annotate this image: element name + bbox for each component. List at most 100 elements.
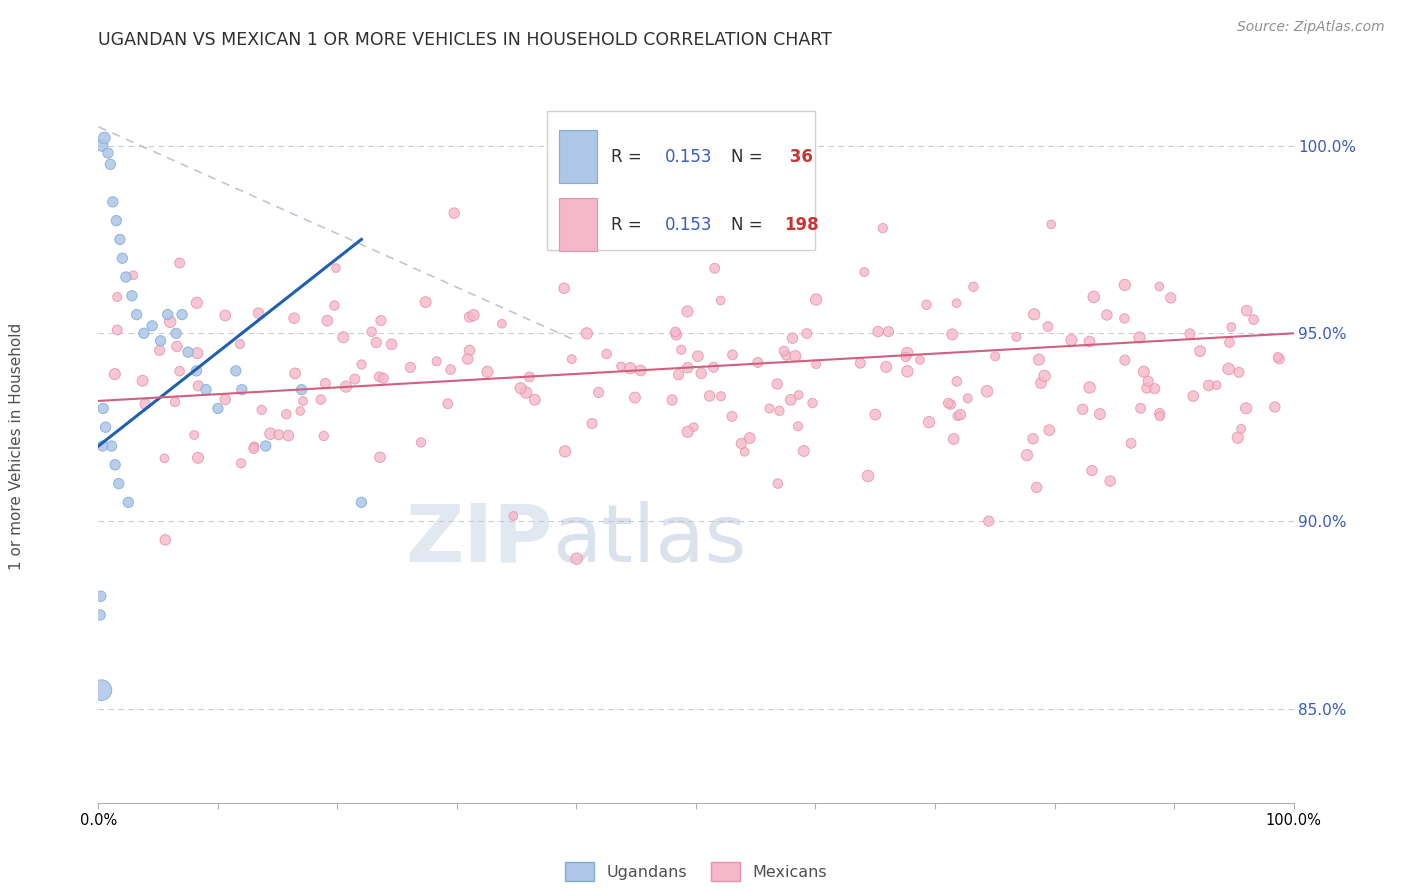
Point (773, 344, 796, 359)
Point (941, 327, 963, 342)
Point (214, 392, 236, 407)
Point (105, 323, 128, 337)
Text: Source: ZipAtlas.com: Source: ZipAtlas.com (1237, 20, 1385, 34)
Point (172, 308, 194, 322)
Point (699, 389, 721, 403)
Point (207, 401, 229, 416)
Point (630, 363, 652, 377)
Point (1149, 279, 1171, 293)
Point (350, 495, 373, 509)
Point (1083, 290, 1105, 304)
Point (312, 429, 335, 443)
Point (1015, 448, 1038, 462)
Point (343, 372, 366, 386)
Point (1218, 362, 1240, 376)
Point (949, 408, 972, 422)
Point (581, 417, 603, 431)
Point (457, 351, 479, 366)
Point (785, 349, 807, 363)
Point (690, 367, 713, 381)
Point (1078, 380, 1101, 394)
Point (793, 444, 815, 458)
Point (676, 304, 699, 318)
Point (1243, 312, 1265, 326)
Point (1060, 333, 1083, 347)
Point (125, 308, 148, 322)
Point (153, 451, 176, 466)
Text: 1 or more Vehicles in Household: 1 or more Vehicles in Household (10, 322, 24, 570)
Point (292, 394, 315, 409)
Point (323, 299, 346, 313)
Point (946, 409, 969, 424)
Point (91, 138, 114, 153)
Point (156, 308, 179, 322)
Point (918, 415, 941, 429)
Point (360, 325, 382, 339)
Point (463, 308, 485, 322)
Point (250, 402, 273, 417)
Point (849, 356, 872, 370)
Point (1149, 407, 1171, 421)
Point (804, 357, 827, 371)
Point (149, 334, 172, 348)
Point (945, 296, 967, 310)
Point (703, 261, 725, 276)
Point (671, 343, 693, 357)
Point (229, 337, 252, 351)
Point (939, 398, 962, 412)
Point (676, 425, 699, 439)
Point (782, 331, 804, 345)
Point (1267, 350, 1289, 364)
Point (91, 439, 114, 453)
Point (111, 251, 134, 265)
Point (89, 607, 111, 622)
Point (166, 339, 188, 353)
Point (665, 327, 688, 342)
Point (1128, 330, 1150, 344)
Point (977, 514, 1000, 528)
Point (368, 369, 391, 384)
Point (768, 404, 790, 418)
Point (1028, 352, 1050, 367)
Text: 198: 198 (785, 216, 820, 234)
Point (1114, 311, 1136, 326)
Point (775, 349, 797, 363)
Point (915, 298, 938, 312)
Point (1160, 291, 1182, 305)
Point (169, 256, 191, 270)
Text: UGANDAN VS MEXICAN 1 OR MORE VEHICLES IN HOUSEHOLD CORRELATION CHART: UGANDAN VS MEXICAN 1 OR MORE VEHICLES IN… (98, 31, 832, 49)
Point (104, 458, 127, 472)
Point (554, 444, 576, 458)
Point (426, 354, 449, 368)
Point (231, 383, 253, 397)
Point (436, 397, 458, 411)
Point (90, 683, 112, 698)
Point (894, 350, 917, 364)
Point (686, 349, 709, 363)
Point (1040, 218, 1063, 232)
Point (682, 420, 704, 434)
Bar (558, 198, 596, 252)
Point (962, 279, 984, 293)
Point (766, 376, 789, 391)
Text: N =: N = (731, 216, 768, 234)
Point (664, 325, 686, 339)
Point (668, 368, 690, 382)
Point (214, 309, 236, 323)
Point (458, 310, 481, 324)
Point (186, 364, 208, 378)
Point (766, 476, 789, 491)
Point (314, 376, 336, 391)
Point (853, 265, 876, 279)
Text: R =: R = (612, 216, 647, 234)
Point (186, 295, 208, 310)
Point (1143, 382, 1166, 396)
Point (90, 589, 112, 603)
Point (1236, 303, 1258, 318)
Point (194, 383, 218, 397)
Point (91, 401, 114, 416)
Point (509, 381, 531, 395)
Text: R =: R = (612, 147, 647, 166)
Point (399, 360, 422, 375)
Point (159, 315, 181, 329)
